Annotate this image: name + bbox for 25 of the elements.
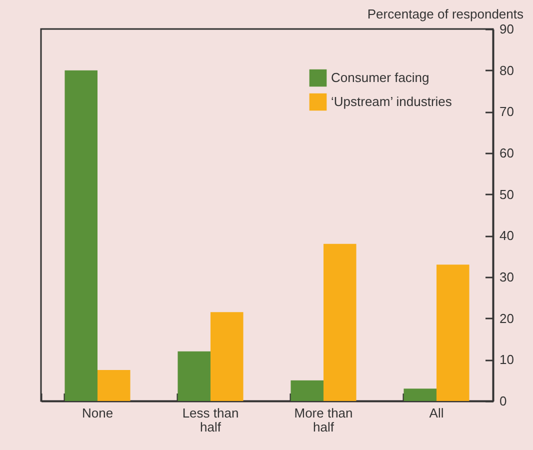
- x-tick-label: All: [429, 406, 444, 420]
- y-tick-label: 90: [500, 22, 514, 36]
- y-tick-label: 30: [500, 270, 514, 284]
- y-tick-label: 10: [500, 352, 514, 368]
- bar: [210, 312, 244, 401]
- y-tick-label: 40: [500, 228, 514, 244]
- bar: [436, 264, 470, 401]
- bar: [98, 370, 130, 401]
- x-tick-label: More than half: [294, 406, 353, 434]
- bar: [324, 244, 356, 401]
- bar: [290, 380, 324, 401]
- bar: [404, 388, 436, 401]
- legend-label: Consumer facing: [331, 70, 430, 85]
- y-tick-label: 50: [500, 186, 514, 202]
- legend-label: ‘Upstream’ industries: [331, 94, 452, 109]
- y-tick-label: 60: [500, 146, 514, 160]
- x-tick-label: Less than half: [182, 406, 239, 434]
- y-tick-label: 70: [500, 104, 514, 120]
- y-axis-title: Percentage of respondents: [367, 6, 524, 22]
- y-tick-label: 0: [500, 394, 507, 408]
- x-tick-label: None: [82, 406, 114, 420]
- y-tick-label: 20: [500, 310, 514, 326]
- y-tick-label: 80: [500, 62, 514, 78]
- bar: [178, 351, 210, 401]
- bar: [64, 70, 98, 401]
